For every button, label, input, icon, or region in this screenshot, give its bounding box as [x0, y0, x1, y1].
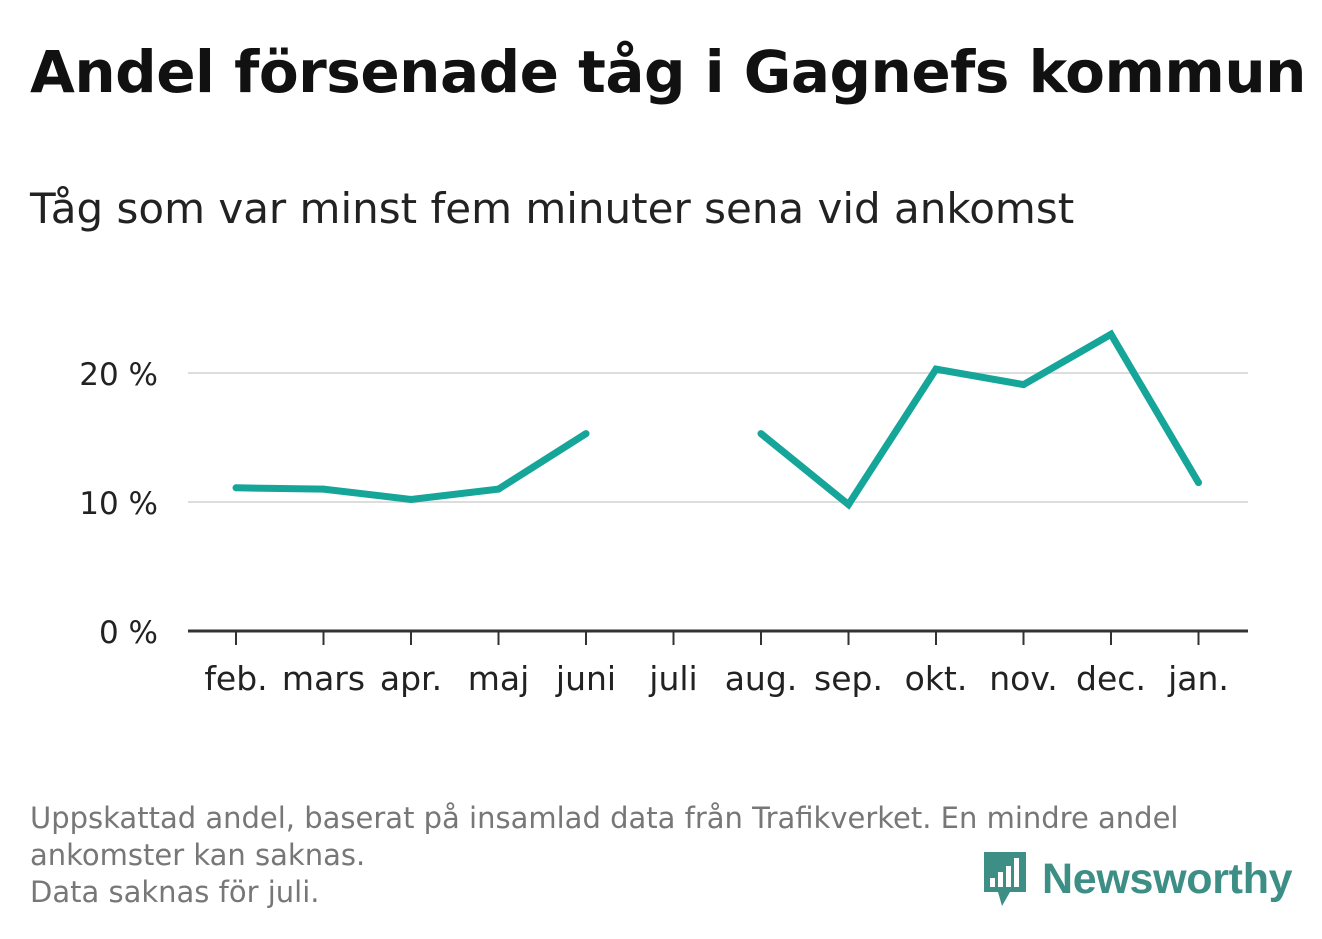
data-point-aug	[757, 430, 765, 438]
x-tick-label: aug.	[725, 659, 798, 698]
y-tick-label: 10 %	[79, 486, 158, 522]
data-point-juni	[582, 430, 590, 438]
x-tick-label: sep.	[814, 659, 883, 698]
newsworthy-logo-icon	[984, 852, 1026, 906]
series-line-segment-1	[235, 430, 588, 503]
x-tick-label: feb.	[204, 659, 267, 698]
y-tick-label: 20 %	[79, 357, 158, 393]
data-point-maj	[495, 485, 502, 493]
footnote-line-1: Uppskattad andel, baserat på insamlad da…	[30, 801, 1179, 835]
data-point-sep	[845, 501, 852, 509]
x-tick-label: nov.	[989, 659, 1058, 698]
brand-name: Newsworthy	[1042, 854, 1293, 903]
footnote-line-3: Data saknas för juli.	[30, 875, 320, 909]
data-point-dec	[1107, 330, 1115, 338]
series-line-segment-2	[758, 329, 1202, 510]
x-tick-label: jan.	[1167, 659, 1229, 698]
x-tick-label: juli	[648, 659, 697, 698]
chart-title: Andel försenade tåg i Gagnefs kommun	[30, 38, 1306, 106]
data-point-nov	[1020, 381, 1027, 389]
y-tick-label: 0 %	[99, 615, 158, 651]
data-point-feb	[232, 484, 240, 492]
data-point-apr	[407, 495, 415, 503]
x-tick-label: apr.	[380, 659, 442, 698]
x-tick-label: maj	[468, 659, 530, 698]
x-tick-label: dec.	[1076, 659, 1146, 698]
line-chart: 0 % 10 % 20 % feb. mars apr. maj juni juli aug. se…	[79, 329, 1248, 698]
data-point-okt	[932, 365, 940, 373]
data-point-jan	[1195, 479, 1202, 487]
x-tick-label: okt.	[905, 659, 968, 698]
chart-subtitle: Tåg som var minst fem minuter sena vid a…	[30, 184, 1075, 233]
x-tick-label: mars	[282, 659, 365, 698]
data-point-mars	[320, 485, 327, 493]
footnote-line-2: ankomster kan saknas.	[30, 838, 366, 872]
newsworthy-logo: Newsworthy	[980, 848, 1293, 910]
x-tick-label: juni	[555, 659, 616, 698]
footnote: Uppskattad andel, baserat på insamlad da…	[30, 800, 1280, 911]
